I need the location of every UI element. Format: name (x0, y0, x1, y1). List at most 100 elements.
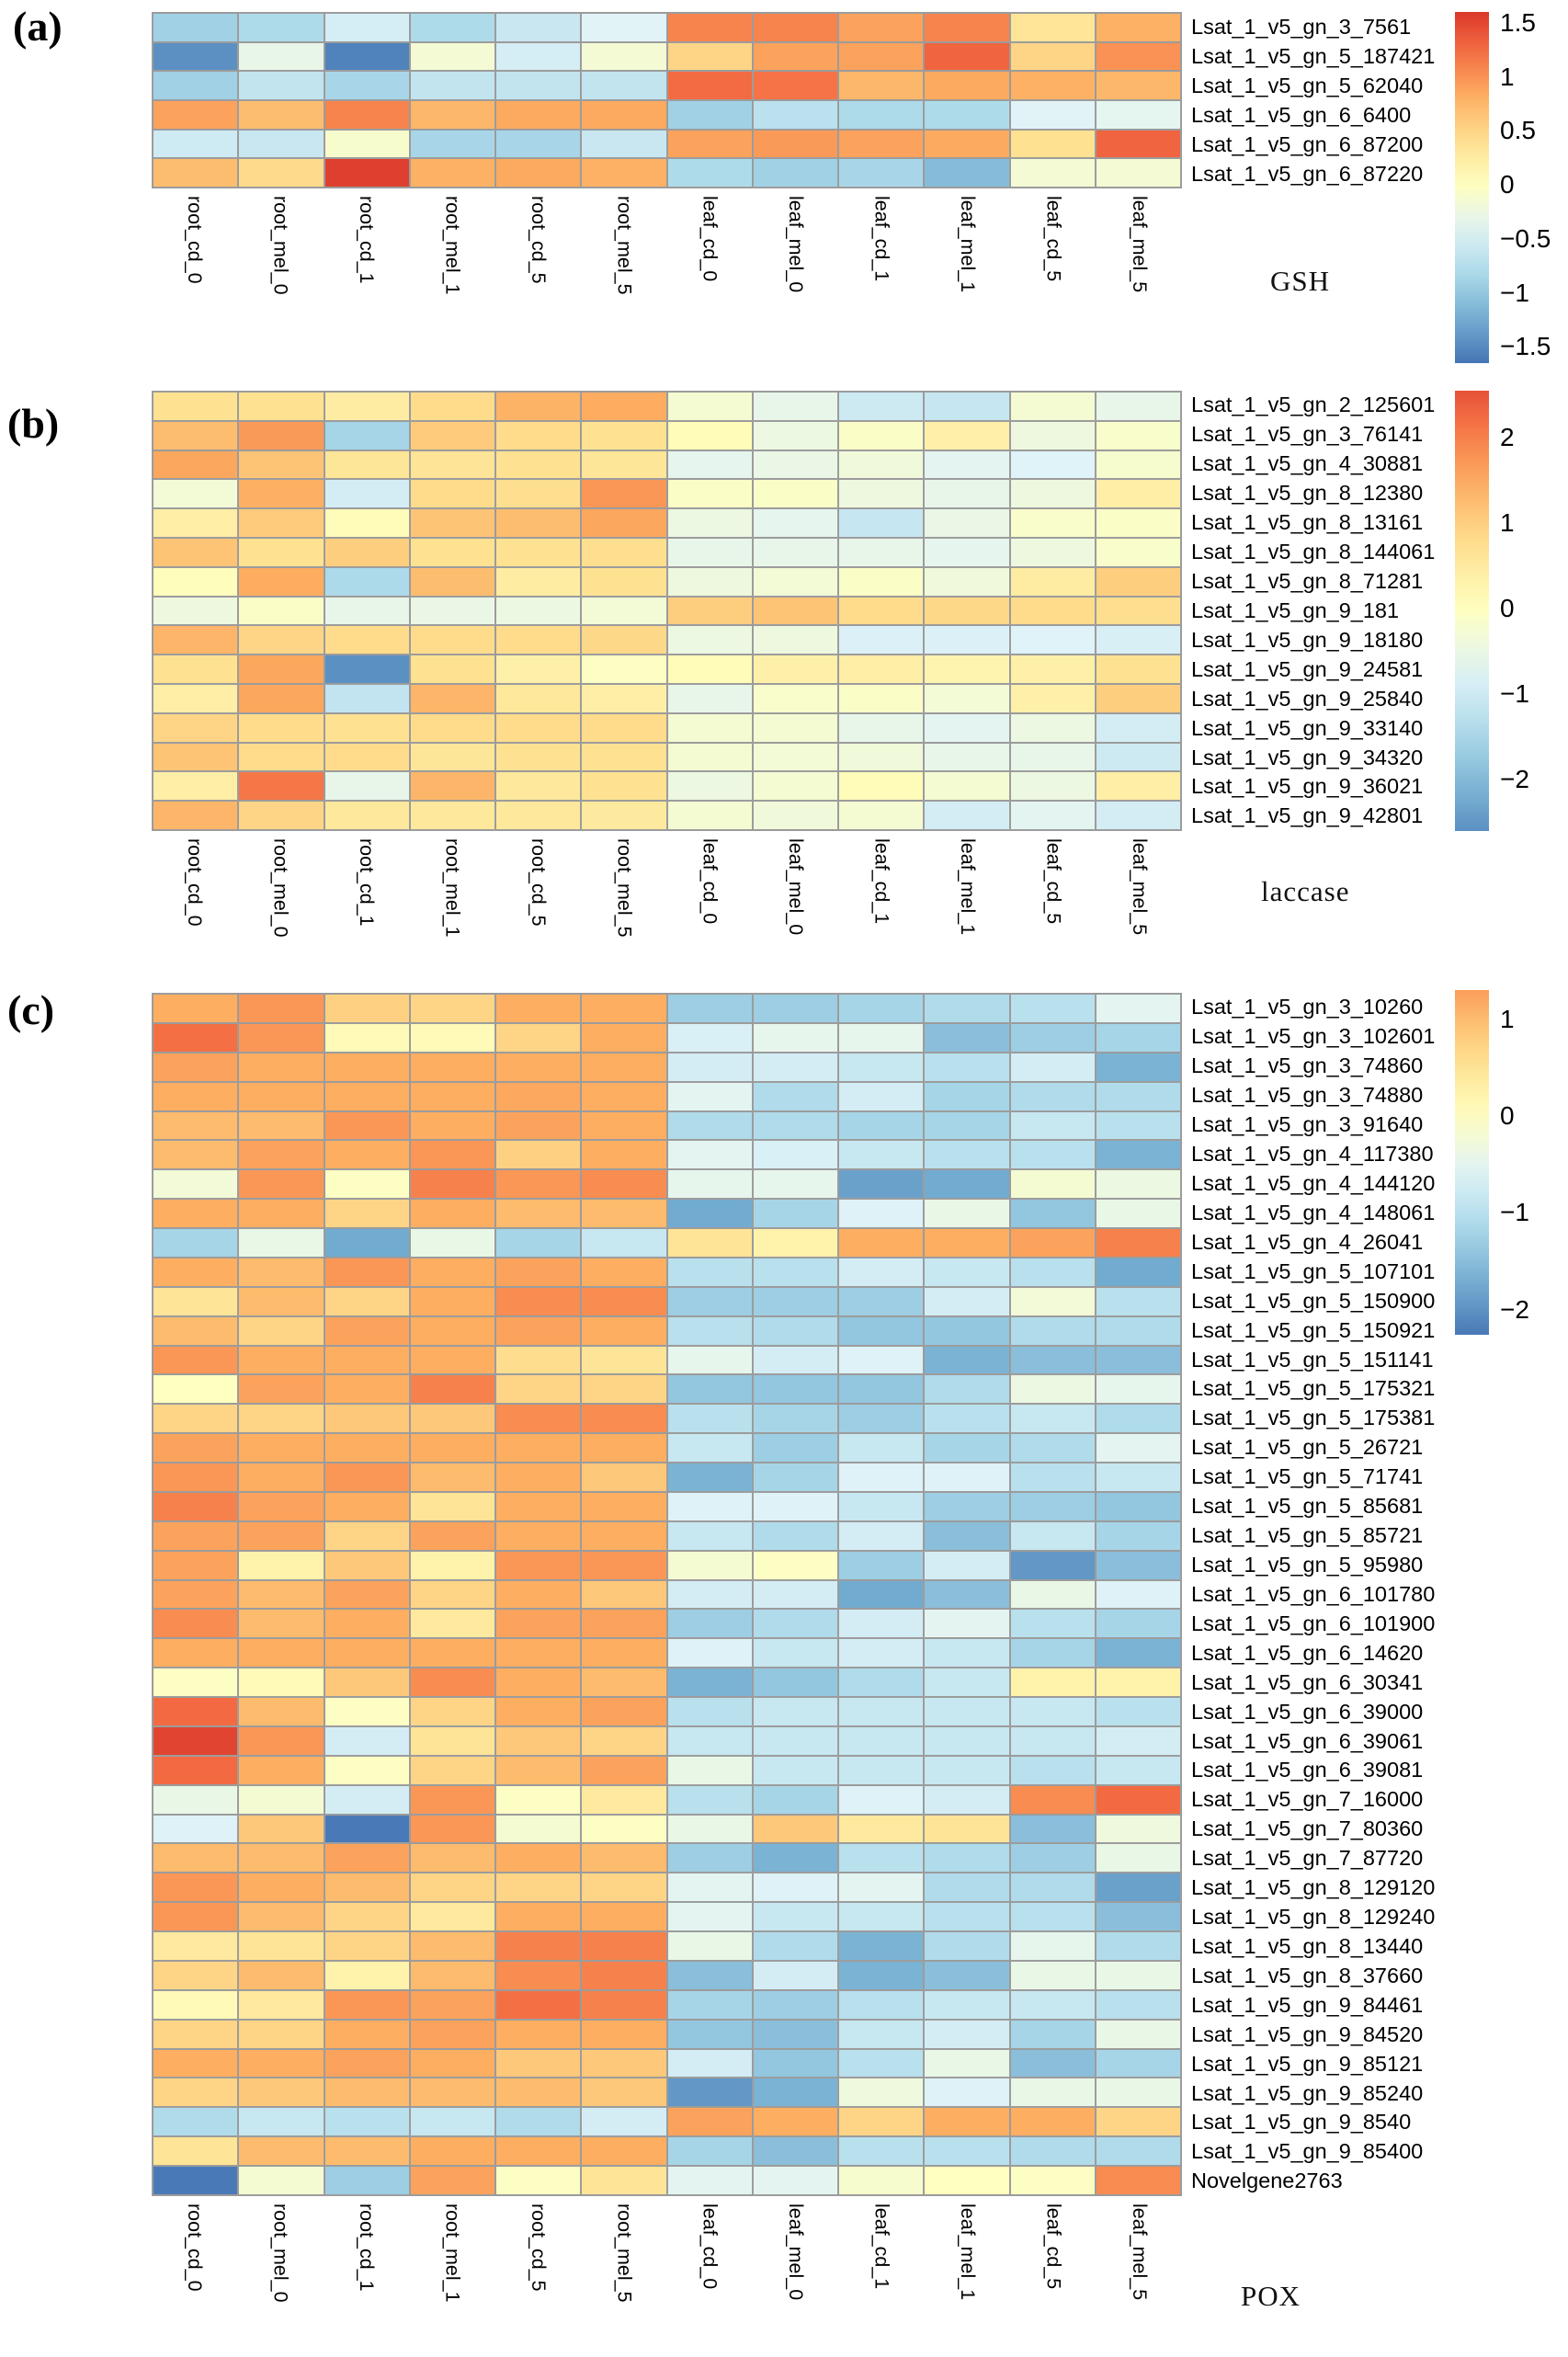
heatmap-cell (496, 480, 581, 508)
heatmap-cell (1096, 159, 1180, 187)
heatmap-cell (753, 1521, 837, 1550)
heatmap-cell (667, 1903, 752, 1931)
row-label: Lsat_1_v5_gn_7_16000 (1191, 1787, 1424, 1812)
row-label: Lsat_1_v5_gn_6_39000 (1191, 1699, 1424, 1724)
heatmap-cell (410, 1492, 494, 1520)
heatmap-cell (324, 597, 409, 625)
heatmap-cell (753, 1287, 837, 1315)
heatmap-cell (753, 1990, 837, 2019)
heatmap-cell (582, 42, 666, 71)
heatmap-cell (324, 1375, 409, 1404)
heatmap-cell (1096, 743, 1180, 771)
heatmap-cell (1096, 100, 1180, 129)
heatmap-cell (324, 1405, 409, 1433)
heatmap-cell (1096, 421, 1180, 450)
heatmap-cell (496, 1346, 581, 1374)
heatmap-cell (496, 72, 581, 99)
heatmap-cell (496, 1726, 581, 1755)
legend-tick-label: 2 (1500, 423, 1515, 452)
heatmap-cell (1010, 1903, 1095, 1931)
heatmap-cell (667, 1726, 752, 1755)
heatmap-cell (667, 130, 752, 158)
heatmap-cell (839, 1111, 924, 1140)
column-label: root_cd_1 (324, 838, 409, 938)
row-label: Lsat_1_v5_gn_3_10260 (1191, 995, 1424, 1019)
heatmap-cell (410, 1551, 494, 1579)
column-label: root_cd_0 (152, 2203, 237, 2303)
heatmap-cell (839, 1375, 924, 1404)
heatmap-cell (410, 100, 494, 129)
heatmap-cell (582, 14, 666, 41)
heatmap-cell (582, 1698, 666, 1725)
panel-annotation: GSH (1270, 265, 1331, 297)
heatmap-cell (153, 538, 238, 566)
heatmap-cell (410, 1521, 494, 1550)
heatmap-cell (496, 1815, 581, 1843)
heatmap-cell (1096, 1346, 1180, 1374)
heatmap-cell (410, 626, 494, 655)
heatmap-cell (582, 2108, 666, 2136)
heatmap-cell (839, 597, 924, 625)
column-label: root_mel_1 (409, 196, 494, 295)
heatmap-cell (839, 1726, 924, 1755)
heatmap-cell (1096, 1932, 1180, 1960)
heatmap-cell (582, 1170, 666, 1199)
heatmap-cell (496, 1258, 581, 1286)
heatmap-cell (1010, 2108, 1095, 2136)
column-label: leaf_mel_1 (925, 838, 1010, 938)
heatmap-cell (1010, 743, 1095, 771)
row-label: Lsat_1_v5_gn_9_85121 (1191, 2051, 1424, 2076)
heatmap-cell (239, 1903, 324, 1931)
column-label-row: root_cd_0 root_mel_0 root_cd_1 root_mel_1 ro… (152, 196, 1182, 295)
heatmap-cell (1010, 802, 1095, 829)
heatmap-cell (496, 1375, 581, 1404)
heatmap-cell (753, 1873, 837, 1902)
row-label: Lsat_1_v5_gn_8_129240 (1191, 1905, 1436, 1930)
heatmap-grid (152, 391, 1182, 831)
heatmap-cell (582, 393, 666, 420)
heatmap-cell (925, 1932, 1009, 1960)
heatmap-cell (153, 684, 238, 712)
heatmap-cell (582, 1316, 666, 1345)
column-label: leaf_cd_5 (1010, 2203, 1096, 2303)
heatmap-cell (1010, 2167, 1095, 2194)
heatmap-cell (582, 1726, 666, 1755)
heatmap-cell (239, 1200, 324, 1228)
heatmap-cell (925, 713, 1009, 742)
heatmap-cell (839, 450, 924, 479)
heatmap-cell (925, 1873, 1009, 1902)
heatmap-cell (410, 1258, 494, 1286)
column-label-text: leaf_mel_1 (956, 196, 979, 293)
row-label-column: Lsat_1_v5_gn_3_10260 Lsat_1_v5_gn_3_10260… (1191, 993, 1435, 2196)
heatmap-cell (1096, 1580, 1180, 1609)
heatmap-cell (324, 1053, 409, 1081)
heatmap-cell (410, 1463, 494, 1491)
heatmap-cell (582, 450, 666, 479)
row-label: Lsat_1_v5_gn_6_101900 (1191, 1611, 1436, 1635)
panel-letter: (a) (13, 3, 62, 50)
heatmap-cell (582, 1141, 666, 1169)
heatmap-cell (324, 1726, 409, 1755)
heatmap-cell (839, 509, 924, 537)
heatmap-cell (239, 1726, 324, 1755)
column-label-text: leaf_cd_1 (870, 838, 893, 925)
heatmap-cell (410, 1023, 494, 1052)
heatmap-cell (496, 1639, 581, 1668)
column-label-row: root_cd_0 root_mel_0 root_cd_1 root_mel_1 ro… (152, 838, 1182, 938)
heatmap-cell (239, 2049, 324, 2078)
heatmap-cell (839, 1785, 924, 1814)
heatmap-cell (1010, 393, 1095, 420)
column-label: root_mel_1 (409, 838, 494, 938)
heatmap-cell (753, 1346, 837, 1374)
column-label-text: root_mel_5 (613, 838, 636, 938)
heatmap-cell (582, 1082, 666, 1110)
heatmap-cell (1010, 14, 1095, 41)
heatmap-cell (324, 538, 409, 566)
heatmap-cell (839, 2137, 924, 2166)
heatmap-cell (324, 2049, 409, 2078)
column-label: leaf_cd_0 (666, 2203, 752, 2303)
heatmap-cell (324, 1316, 409, 1345)
row-label: Lsat_1_v5_gn_6_101780 (1191, 1581, 1436, 1606)
column-label: leaf_cd_5 (1010, 196, 1096, 295)
heatmap-cell (925, 772, 1009, 801)
